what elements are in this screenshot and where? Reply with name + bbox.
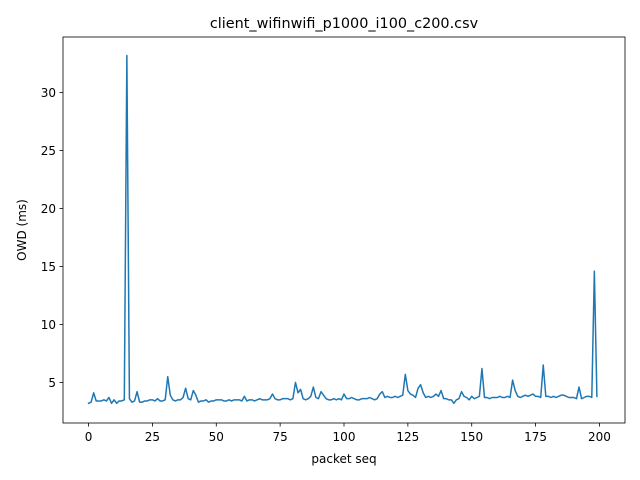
x-tick-label: 175 (524, 430, 547, 444)
y-tick-label: 20 (41, 202, 56, 216)
axes-layer: 0 25 50 75 100 125 150 175 200 5 10 15 20 25 30 (41, 36, 626, 444)
x-tick-label: 25 (145, 430, 160, 444)
y-axis-label: OWD (ms) (15, 199, 29, 261)
chart-title: client_wifinwifi_p1000_i100_c200.csv (210, 16, 479, 32)
x-tick-label: 150 (460, 430, 483, 444)
plot-area (63, 37, 625, 423)
x-tick-label: 0 (85, 430, 93, 444)
x-tick-label: 125 (396, 430, 419, 444)
series-layer (87, 54, 598, 405)
x-tick-label: 100 (333, 430, 356, 444)
y-tick-label: 15 (41, 260, 56, 274)
y-tick-label: 30 (41, 86, 56, 100)
x-tick-label: 200 (588, 430, 611, 444)
y-tick-label: 5 (48, 376, 56, 390)
x-tick-label: 50 (209, 430, 224, 444)
x-axis-label: packet seq (311, 452, 376, 466)
series-line-1 (87, 54, 598, 405)
y-tick-label: 25 (41, 144, 56, 158)
x-tick-label: 75 (272, 430, 287, 444)
y-tick-label: 10 (41, 318, 56, 332)
